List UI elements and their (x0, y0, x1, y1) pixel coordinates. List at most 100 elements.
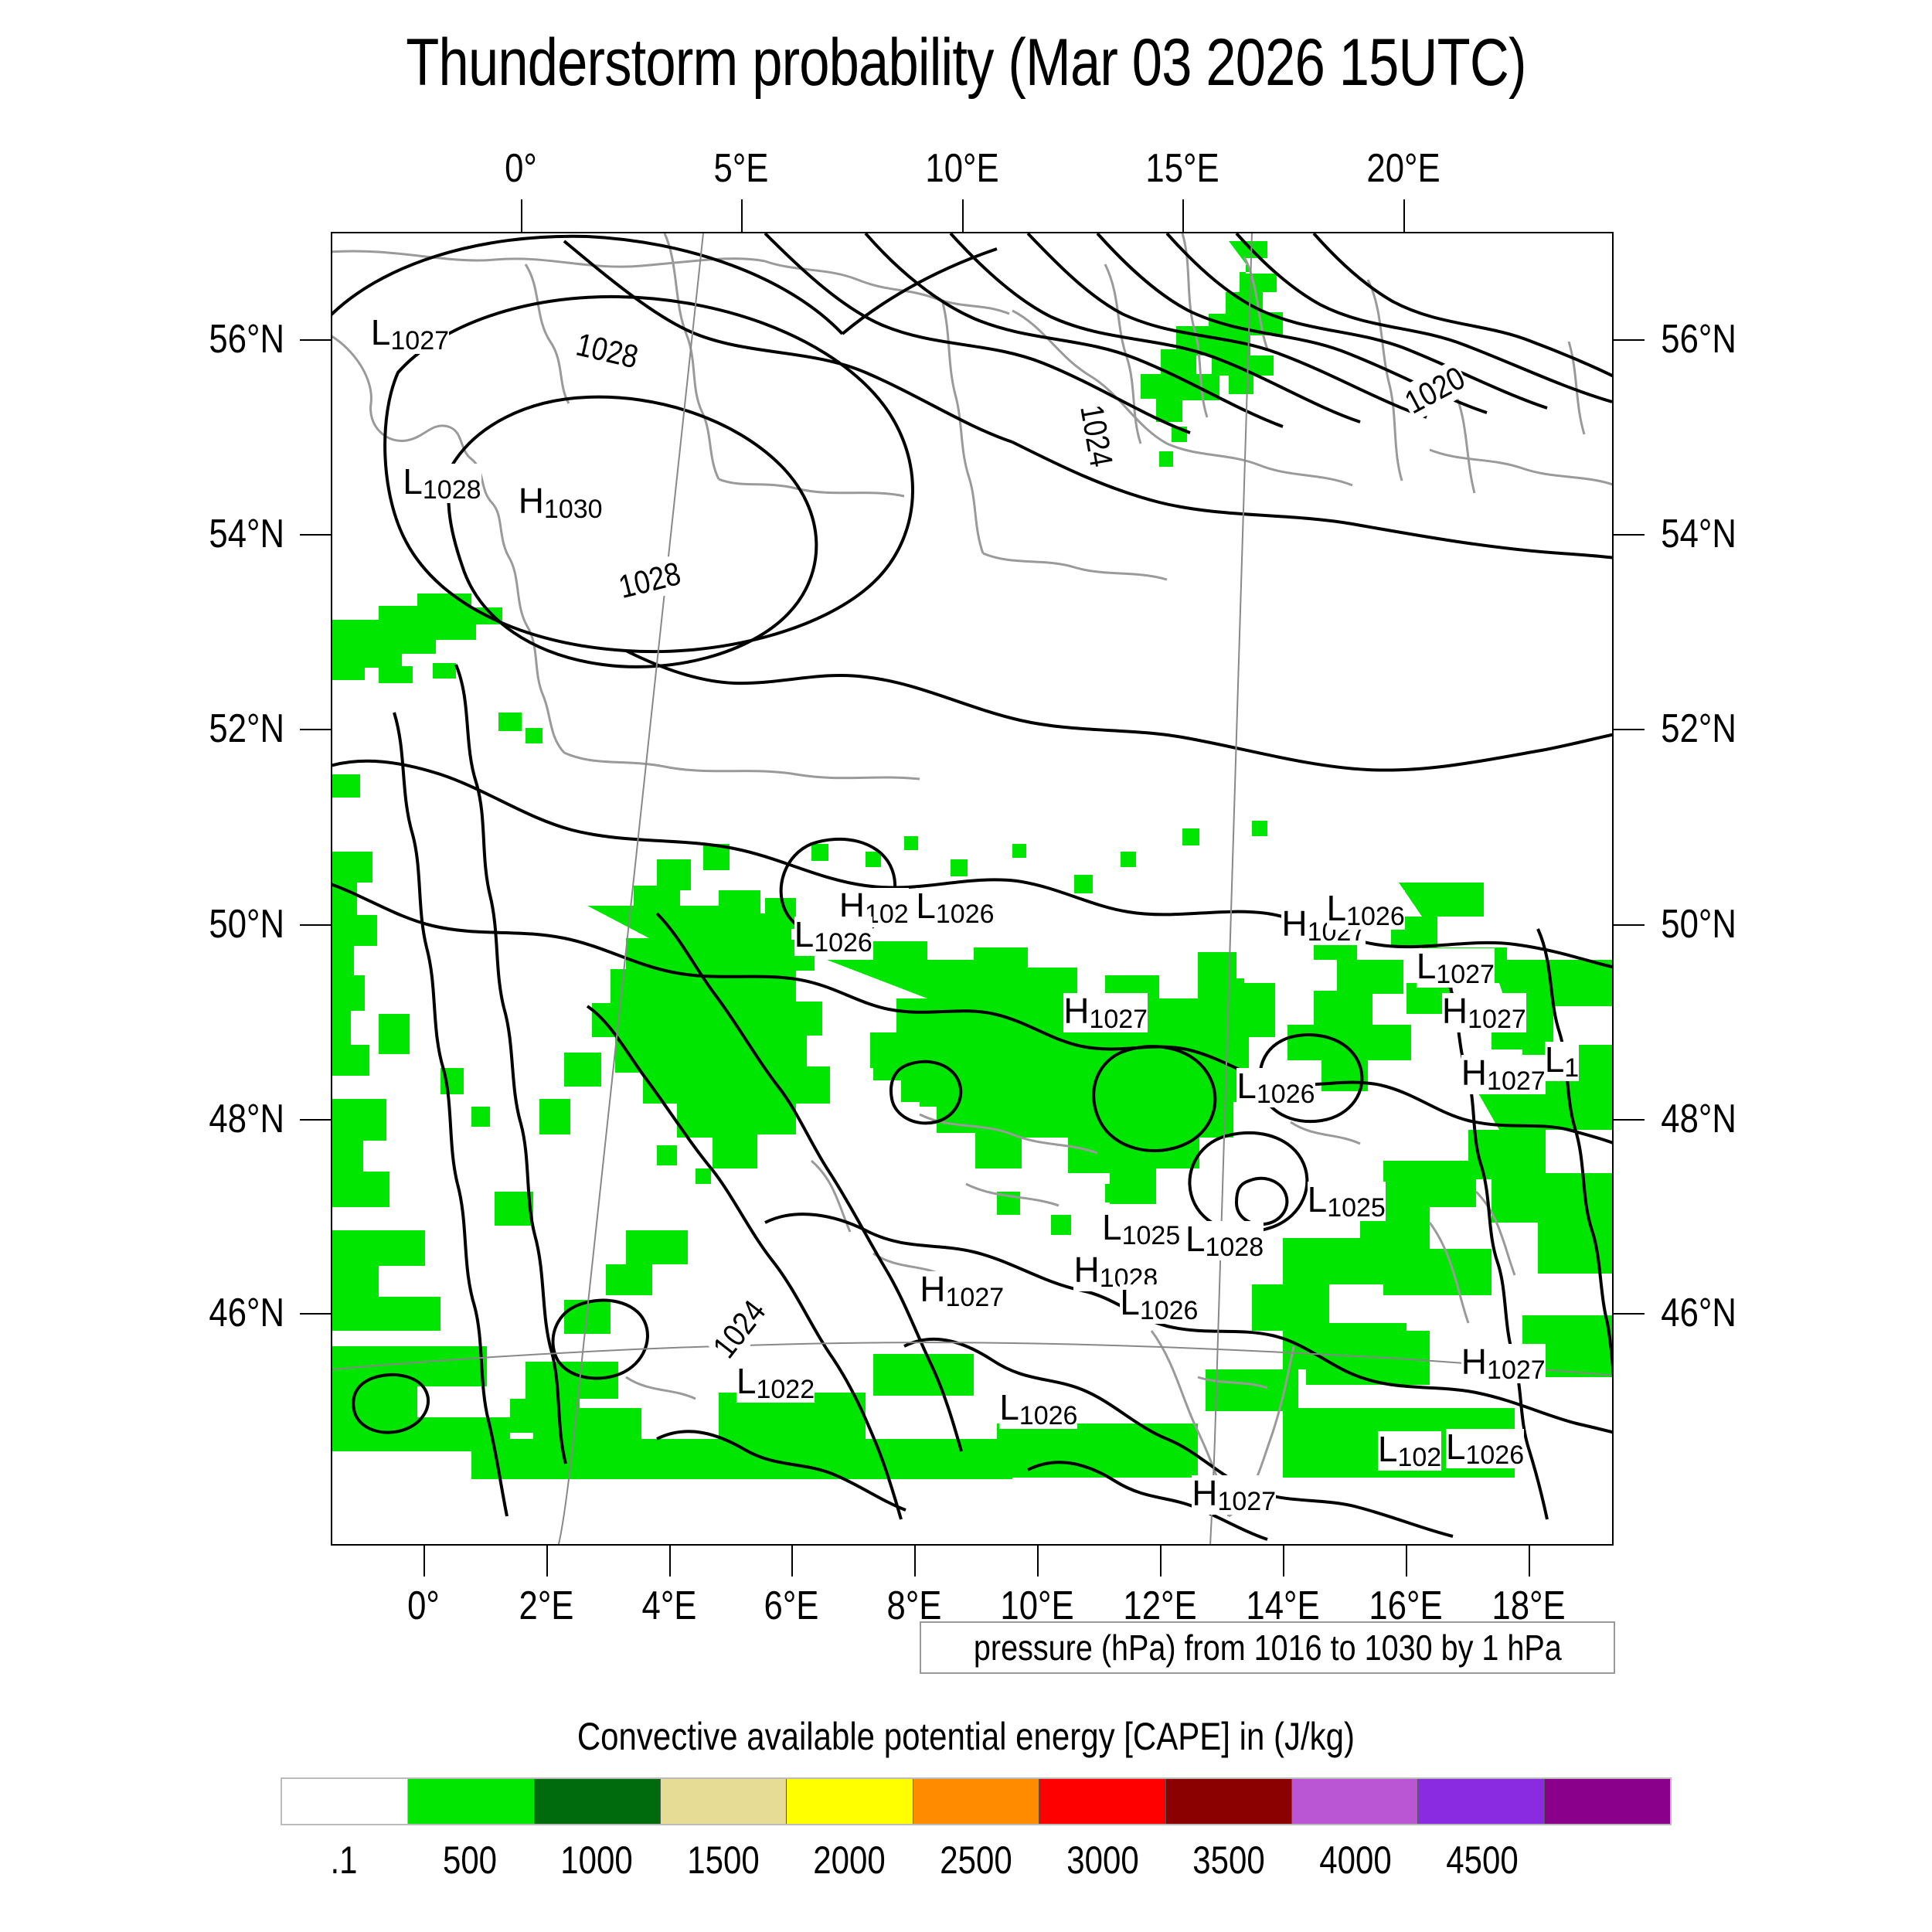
pressure-center-type: H (1192, 1472, 1218, 1513)
colorbar-label-5: 2500 (940, 1838, 1012, 1882)
top-lon-tick-2: 10°E (925, 146, 999, 191)
pressure-center-value: 1030 (543, 495, 603, 524)
right-lat-tickmark-4 (1614, 1118, 1645, 1121)
left-lat-tickmark-0 (300, 339, 331, 342)
right-lat-tickmark-5 (1614, 1313, 1645, 1315)
colorbar-label-2: 1000 (560, 1838, 633, 1882)
pressure-center-type: L (916, 885, 936, 926)
pressure-center-h-11: H1027 (1461, 1054, 1546, 1096)
colorbar-caption: Convective available potential energy [C… (0, 1714, 1932, 1759)
colorbar-label-1: 500 (443, 1838, 498, 1882)
pressure-center-value: 1027 (1089, 1004, 1148, 1034)
right-lat-tick-3: 50°N (1661, 901, 1736, 947)
pressure-center-value: 1026 (1256, 1079, 1315, 1109)
right-lat-tickmark-3 (1614, 923, 1645, 926)
pressure-center-type: H (1461, 1341, 1488, 1382)
pressure-center-l-13: L1026 (1236, 1065, 1315, 1109)
colorbar-cell-2 (534, 1779, 662, 1824)
colorbar-label-6: 3000 (1066, 1838, 1139, 1882)
colorbar-tick-labels: .1 500 1000 1500 2000 2500 3000 3500 4000 4500 (281, 1838, 1672, 1892)
top-lon-tickmark-0 (520, 199, 522, 232)
map-frame: L1027 L1028 H1030 H102 L1026 L1026 H1027 H1027 L… (331, 232, 1614, 1546)
left-lat-tick-2: 52°N (209, 706, 284, 751)
right-lat-tickmark-2 (1614, 728, 1645, 730)
bottom-lon-tickmark-7 (1283, 1546, 1285, 1577)
colorbar-label-4: 2000 (813, 1838, 886, 1882)
pressure-center-type: H (1063, 990, 1090, 1031)
top-lon-tickmark-1 (741, 199, 743, 232)
pressure-center-value: 1 (1564, 1053, 1580, 1083)
colorbar-cell-10 (1544, 1779, 1670, 1824)
bottom-lon-tick-3: 6°E (764, 1583, 819, 1628)
pressure-center-type: L (1185, 1219, 1206, 1260)
pressure-center-type: L (999, 1387, 1019, 1427)
pressure-center-value: 1026 (935, 899, 995, 929)
colorbar-cell-4 (787, 1779, 913, 1824)
pressure-center-value: 1026 (1019, 1401, 1078, 1430)
bottom-lon-tick-2: 4°E (641, 1583, 696, 1628)
bottom-lon-tickmark-8 (1406, 1546, 1408, 1577)
bottom-lon-tick-6: 12°E (1123, 1583, 1198, 1628)
pressure-center-type: L (1102, 1207, 1122, 1248)
pressure-center-type: L (794, 914, 815, 954)
colorbar-cell-0 (282, 1779, 409, 1824)
pressure-center-l-15: L1025 (1102, 1207, 1181, 1251)
pressure-center-value: 1027 (1468, 1004, 1526, 1034)
pressure-center-value: 1027 (1487, 1355, 1546, 1385)
left-lat-tickmark-2 (300, 728, 331, 730)
colorbar-cell-3 (661, 1779, 787, 1824)
left-lat-tickmark-5 (300, 1313, 331, 1315)
pressure-center-type: L (1326, 888, 1347, 928)
colorbar-cell-7 (1165, 1779, 1292, 1824)
pressure-center-l-12: L1 (1544, 1039, 1580, 1083)
colorbar-label-9: 4500 (1445, 1838, 1519, 1882)
right-lat-tick-5: 46°N (1661, 1291, 1736, 1336)
pressure-center-l-14: L1025 (1307, 1179, 1386, 1223)
pressure-center-value: 1025 (1327, 1193, 1386, 1223)
top-lon-tick-1: 5°E (713, 146, 769, 191)
colorbar-cell-5 (913, 1779, 1040, 1824)
colorbar-cell-1 (408, 1779, 535, 1824)
top-lon-tick-0: 0° (504, 146, 537, 191)
colorbar (281, 1777, 1672, 1825)
right-lat-tick-2: 52°N (1661, 706, 1736, 751)
pressure-center-l-9: L1027 (1416, 945, 1495, 989)
pressure-center-value: 1027 (1217, 1486, 1277, 1516)
pressure-center-l-16: L1028 (1185, 1219, 1264, 1263)
pressure-center-value: 1027 (1487, 1066, 1546, 1096)
pressure-center-type: L (1307, 1179, 1328, 1220)
pressure-center-value: 1027 (1436, 959, 1495, 989)
colorbar-label-7: 3500 (1192, 1838, 1265, 1882)
pressure-center-l-1: L1028 (403, 461, 481, 505)
pressure-center-type: L (1120, 1282, 1140, 1322)
pressure-center-type: L (1544, 1039, 1565, 1080)
pressure-center-type: L (1416, 945, 1437, 986)
pressure-center-type: H (1281, 903, 1308, 944)
left-lat-tick-0: 56°N (209, 317, 284, 362)
pressure-center-value: 1028 (1205, 1233, 1264, 1263)
pressure-center-l-20: L1026 (999, 1387, 1078, 1430)
pressure-center-type: L (1236, 1065, 1257, 1106)
colorbar-cell-8 (1291, 1779, 1419, 1824)
pressure-center-l-5: L1026 (794, 917, 872, 956)
pressure-center-l-4: L1026 (916, 885, 995, 929)
colorbar-cell-6 (1039, 1779, 1166, 1824)
right-lat-tick-4: 48°N (1661, 1096, 1736, 1141)
pressure-center-type: H (920, 1269, 946, 1309)
pressure-center-type: L (403, 461, 423, 502)
pressure-center-type: H (1073, 1249, 1100, 1290)
pressure-center-h-19: H1027 (920, 1269, 1005, 1311)
pressure-center-l-21: L1022 (736, 1363, 815, 1403)
pressure-note-box: pressure (hPa) from 1016 to 1030 by 1 hP… (920, 1621, 1615, 1674)
bottom-lon-tickmark-1 (546, 1546, 548, 1577)
pressure-center-value: 1026 (1346, 902, 1405, 931)
left-lat-tickmark-1 (300, 534, 331, 536)
pressure-center-value: 1027 (390, 326, 450, 356)
pressure-center-value: 1025 (1121, 1221, 1181, 1251)
right-lat-tickmark-1 (1614, 534, 1645, 536)
pressure-center-value: 1028 (422, 474, 481, 505)
bottom-lon-tickmark-3 (791, 1546, 794, 1577)
bottom-lon-tick-7: 14°E (1246, 1583, 1321, 1628)
pressure-center-h-10: H1027 (1441, 992, 1526, 1034)
